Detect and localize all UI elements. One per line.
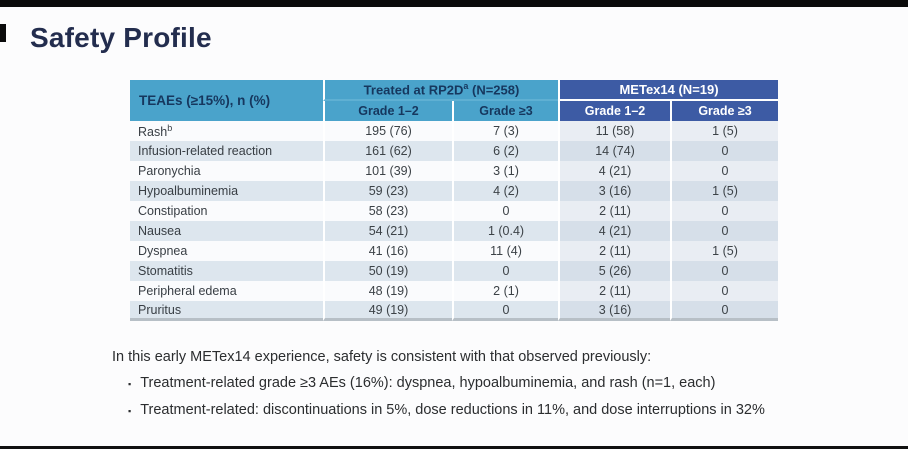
group-rp2d-label: Treated at RP2D bbox=[363, 82, 464, 98]
cell-value: 11 (58) bbox=[558, 121, 671, 141]
cell-value: 49 (19) bbox=[323, 301, 452, 321]
row-label-pruritus: Pruritus bbox=[130, 301, 323, 321]
cell-value: 1 (5) bbox=[670, 241, 779, 261]
cell-value: 50 (19) bbox=[323, 261, 452, 281]
row-label-infusion-related-reaction: Infusion-related reaction bbox=[130, 141, 323, 161]
table-row: Paronychia 101 (39) 3 (1) 4 (21) 0 bbox=[130, 161, 779, 181]
cell-value: 1 (5) bbox=[670, 121, 779, 141]
row-label-nausea: Nausea bbox=[130, 221, 323, 241]
table-row: Infusion-related reaction 161 (62) 6 (2)… bbox=[130, 141, 779, 161]
notes-intro: In this early METex14 experience, safety… bbox=[112, 349, 652, 365]
note-bullet-2: ▪ Treatment-related: discontinuations in… bbox=[112, 397, 872, 424]
table-row: Hypoalbuminemia 59 (23) 4 (2) 3 (16) 1 (… bbox=[130, 181, 779, 201]
table-row: Constipation 58 (23) 0 2 (11) 0 bbox=[130, 201, 779, 221]
table-row: Nausea 54 (21) 1 (0.4) 4 (21) 0 bbox=[130, 221, 779, 241]
cell-value: 4 (21) bbox=[558, 161, 671, 181]
page-title: Safety Profile bbox=[30, 22, 212, 53]
column-group-rp2d: Treated at RP2Da (N=258) bbox=[323, 80, 559, 101]
cell-value: 0 bbox=[670, 221, 779, 241]
cell-value: 161 (62) bbox=[323, 141, 452, 161]
cell-value: 3 (16) bbox=[558, 301, 671, 321]
row-label-peripheral-edema: Peripheral edema bbox=[130, 281, 323, 301]
video-letterbox-top bbox=[0, 0, 908, 7]
cell-value: 2 (11) bbox=[558, 241, 671, 261]
cell-value: 58 (23) bbox=[323, 201, 452, 221]
cell-value: 0 bbox=[452, 201, 559, 221]
cell-value: 7 (3) bbox=[452, 121, 559, 141]
cell-value: 2 (1) bbox=[452, 281, 559, 301]
cell-value: 0 bbox=[670, 141, 779, 161]
cell-value: 4 (21) bbox=[558, 221, 671, 241]
teae-table: TEAEs (≥15%), n (%) Treated at RP2Da (N=… bbox=[130, 80, 779, 321]
row-label-constipation: Constipation bbox=[130, 201, 323, 221]
cell-value: 5 (26) bbox=[558, 261, 671, 281]
table-row: Pruritus 49 (19) 0 3 (16) 0 bbox=[130, 301, 779, 321]
row-label-hypoalbuminemia: Hypoalbuminemia bbox=[130, 181, 323, 201]
cell-value: 0 bbox=[670, 161, 779, 181]
group-rp2d-footnote-sup: a bbox=[463, 81, 469, 92]
cell-value: 14 (74) bbox=[558, 141, 671, 161]
note-bullet-text: Treatment-related: discontinuations in 5… bbox=[140, 402, 765, 418]
table-row: Peripheral edema 48 (19) 2 (1) 2 (11) 0 bbox=[130, 281, 779, 301]
cell-value: 48 (19) bbox=[323, 281, 452, 301]
table-row: Stomatitis 50 (19) 0 5 (26) 0 bbox=[130, 261, 779, 281]
row-label-dyspnea: Dyspnea bbox=[130, 241, 323, 261]
cell-value: 195 (76) bbox=[323, 121, 452, 141]
cell-value: 0 bbox=[670, 261, 779, 281]
cell-value: 41 (16) bbox=[323, 241, 452, 261]
row-label-text: Rash bbox=[138, 125, 168, 140]
cell-value: 2 (11) bbox=[558, 201, 671, 221]
cell-value: 54 (21) bbox=[323, 221, 452, 241]
row-label-paronychia: Paronychia bbox=[130, 161, 323, 181]
bullet-square-icon: ▪ bbox=[128, 406, 132, 416]
subheader-rp2d-grade3: Grade ≥3 bbox=[452, 101, 559, 121]
subheader-rp2d-grade12: Grade 1–2 bbox=[323, 101, 452, 121]
note-bullet-1: ▪ Treatment-related grade ≥3 AEs (16%): … bbox=[112, 370, 872, 397]
cell-value: 0 bbox=[670, 301, 779, 321]
bullet-square-icon: ▪ bbox=[128, 379, 132, 389]
cell-value: 0 bbox=[452, 261, 559, 281]
cell-value: 0 bbox=[670, 201, 779, 221]
row-label-stomatitis: Stomatitis bbox=[130, 261, 323, 281]
table-corner-header: TEAEs (≥15%), n (%) bbox=[130, 80, 323, 121]
row-label-rash: Rashb bbox=[130, 121, 323, 141]
video-letterbox-bottom bbox=[0, 446, 908, 449]
cell-value: 3 (1) bbox=[452, 161, 559, 181]
subheader-met-grade3: Grade ≥3 bbox=[670, 101, 779, 121]
table-row: Rashb 195 (76) 7 (3) 11 (58) 1 (5) bbox=[130, 121, 779, 141]
cell-value: 4 (2) bbox=[452, 181, 559, 201]
cell-value: 0 bbox=[452, 301, 559, 321]
cell-value: 6 (2) bbox=[452, 141, 559, 161]
cell-value: 3 (16) bbox=[558, 181, 671, 201]
cell-value: 2 (11) bbox=[558, 281, 671, 301]
summary-notes: In this early METex14 experience, safety… bbox=[112, 344, 872, 424]
cell-value: 1 (0.4) bbox=[452, 221, 559, 241]
subheader-met-grade12: Grade 1–2 bbox=[558, 101, 671, 121]
group-rp2d-n: (N=258) bbox=[468, 82, 520, 98]
cell-value: 59 (23) bbox=[323, 181, 452, 201]
row-footnote-sup: b bbox=[167, 122, 173, 133]
cell-value: 0 bbox=[670, 281, 779, 301]
column-group-metex14: METex14 (N=19) bbox=[558, 80, 779, 101]
note-bullet-text: Treatment-related grade ≥3 AEs (16%): dy… bbox=[140, 375, 716, 391]
cell-value: 101 (39) bbox=[323, 161, 452, 181]
video-artifact-notch bbox=[0, 24, 6, 42]
cell-value: 1 (5) bbox=[670, 181, 779, 201]
table-row: Dyspnea 41 (16) 11 (4) 2 (11) 1 (5) bbox=[130, 241, 779, 261]
cell-value: 11 (4) bbox=[452, 241, 559, 261]
